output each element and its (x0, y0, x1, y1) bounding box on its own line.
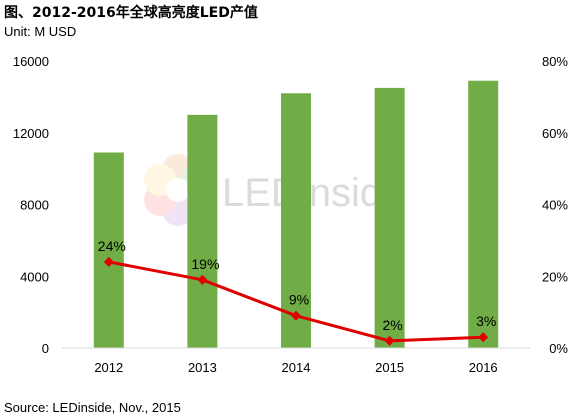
y-left-tick-label: 0 (42, 341, 49, 356)
line-marker-2015 (384, 335, 395, 346)
bar-2013 (187, 114, 218, 348)
x-tick-label: 2015 (375, 360, 404, 375)
data-label: 19% (191, 256, 219, 272)
watermark-text: LEDinside (222, 171, 404, 215)
bar-2014 (281, 93, 311, 348)
data-label: 24% (98, 238, 126, 254)
bar-2015 (374, 87, 405, 348)
data-label: 2% (382, 317, 402, 333)
y-right-tick-label: 40% (542, 198, 568, 213)
y-right-tick-label: 0% (549, 341, 568, 356)
x-axis: 2012 2013 2014 2015 2016 (94, 360, 497, 375)
x-tick-label: 2016 (469, 360, 498, 375)
bar-series (93, 80, 499, 348)
y-axis-right: 0% 20% 40% 60% 80% (542, 54, 568, 356)
y-left-tick-label: 4000 (20, 269, 49, 284)
bar-2012 (93, 152, 124, 348)
line-marker-2012 (103, 256, 114, 267)
unit-label: Unit: M USD (4, 24, 77, 39)
line-marker-2013 (197, 274, 208, 285)
x-tick-label: 2013 (188, 360, 217, 375)
chart: LEDinside 0 4000 8000 12000 16000 0% 20% 40% 60… (13, 54, 569, 375)
x-tick-label: 2014 (282, 360, 311, 375)
line-marker-2014 (291, 310, 301, 321)
source-note: Source: LEDinside, Nov., 2015 (4, 400, 181, 415)
y-left-tick-label: 16000 (13, 54, 49, 69)
x-tick-label: 2012 (94, 360, 123, 375)
y-right-tick-label: 20% (542, 269, 568, 284)
data-label: 3% (476, 313, 496, 329)
y-right-tick-label: 80% (542, 54, 568, 69)
bar-2016 (468, 80, 499, 348)
y-axis-left: 0 4000 8000 12000 16000 (13, 54, 49, 356)
line-series (103, 256, 489, 346)
watermark-logo: LEDinside (144, 154, 404, 226)
y-left-tick-label: 8000 (20, 198, 49, 213)
chart-title: 图、2012-2016年全球高亮度LED产值 (4, 5, 258, 21)
y-left-tick-label: 12000 (13, 126, 49, 141)
data-label: 9% (289, 292, 309, 308)
line-marker-2016 (478, 332, 489, 343)
y-right-tick-label: 60% (542, 126, 568, 141)
line-data-labels: 24% 19% 9% 2% 3% (98, 238, 497, 333)
